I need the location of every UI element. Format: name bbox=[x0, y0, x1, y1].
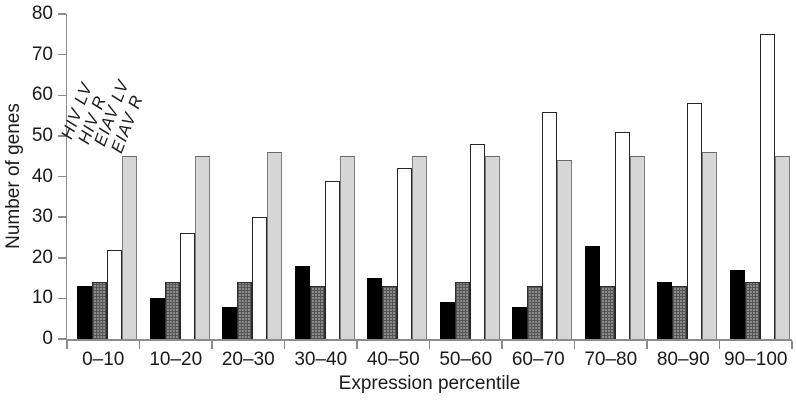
x-tick-label: 90–100 bbox=[724, 349, 788, 370]
bar-eiav-r bbox=[774, 156, 790, 339]
bar-group bbox=[144, 156, 217, 339]
bar-group bbox=[216, 152, 289, 339]
bar-hiv-lv bbox=[367, 278, 383, 339]
y-tick bbox=[57, 216, 66, 218]
bar-group bbox=[724, 34, 796, 339]
bar-eiav-r bbox=[339, 156, 355, 339]
y-tick bbox=[57, 13, 66, 15]
bar-hiv-lv bbox=[294, 265, 310, 339]
y-tick bbox=[57, 175, 66, 178]
x-tick-label: 30–40 bbox=[294, 349, 348, 370]
bar-hiv-lv bbox=[512, 306, 528, 339]
y-tick bbox=[57, 135, 66, 137]
bar-hiv-lv bbox=[657, 282, 673, 339]
bar-eiav-r bbox=[412, 156, 428, 339]
bar-hiv-r bbox=[599, 286, 615, 339]
bar-eiav-r bbox=[267, 152, 283, 339]
x-tick bbox=[66, 340, 68, 349]
bar-eiav-lv bbox=[614, 131, 630, 339]
y-tick bbox=[57, 338, 66, 340]
bar-hiv-lv bbox=[439, 302, 455, 339]
x-tick-label: 70–80 bbox=[584, 349, 638, 370]
y-tick-label: 70 bbox=[31, 43, 53, 65]
bar-hiv-r bbox=[237, 282, 253, 339]
bar-hiv-r bbox=[454, 282, 470, 339]
x-tick bbox=[501, 340, 503, 349]
y-tick bbox=[57, 94, 66, 96]
bar-eiav-lv bbox=[759, 34, 775, 339]
x-tick bbox=[646, 340, 648, 349]
x-tick-label: 50–60 bbox=[439, 349, 493, 370]
bar-eiav-lv bbox=[179, 233, 195, 339]
plot-area: 0 10 20 30 40 50 60 70 80 0–10 10–20 20–30 30–40 40–5… bbox=[32, 4, 793, 370]
bar-eiav-lv bbox=[469, 144, 485, 339]
bar-hiv-r bbox=[309, 286, 325, 339]
bar-eiav-lv bbox=[324, 180, 340, 339]
bar-group bbox=[434, 144, 507, 339]
bar-hiv-lv bbox=[584, 245, 600, 339]
y-axis-line bbox=[65, 14, 67, 341]
bar-group bbox=[579, 131, 652, 339]
x-tick-label: 0–10 bbox=[82, 349, 125, 370]
x-tick-label: 60–70 bbox=[511, 349, 565, 370]
bar-hiv-r bbox=[92, 282, 108, 339]
x-tick bbox=[718, 340, 721, 349]
bar-eiav-lv bbox=[252, 217, 268, 339]
bar-hiv-lv bbox=[149, 298, 165, 339]
bar-hiv-r bbox=[527, 286, 543, 339]
y-tick-label: 40 bbox=[31, 165, 53, 187]
bar-hiv-r bbox=[672, 286, 688, 339]
bar-eiav-r bbox=[122, 156, 138, 339]
y-tick bbox=[57, 257, 66, 259]
bar-eiav-lv bbox=[397, 168, 413, 339]
y-tick-label: 60 bbox=[31, 84, 53, 106]
bar-group bbox=[289, 156, 362, 339]
x-tick bbox=[356, 340, 358, 349]
y-tick-label: 0 bbox=[42, 328, 53, 349]
bar-group bbox=[506, 111, 579, 339]
bar-eiav-r bbox=[557, 160, 573, 339]
bar-group bbox=[651, 103, 724, 339]
bar-eiav-r bbox=[629, 156, 645, 339]
x-tick bbox=[428, 340, 431, 349]
bar-hiv-r bbox=[164, 282, 180, 339]
x-axis-line bbox=[65, 339, 792, 341]
bar-eiav-r bbox=[702, 152, 718, 339]
bar-hiv-lv bbox=[77, 286, 93, 339]
bar-eiav-lv bbox=[542, 111, 558, 339]
y-axis-title: Number of genes bbox=[3, 103, 24, 249]
y-tick-label: 10 bbox=[31, 287, 53, 309]
y-tick-label: 80 bbox=[31, 3, 53, 24]
bar-hiv-lv bbox=[729, 269, 745, 339]
y-tick-label: 20 bbox=[31, 246, 53, 268]
x-tick bbox=[283, 340, 286, 349]
x-axis-title: Expression percentile bbox=[338, 373, 521, 394]
bar-hiv-lv bbox=[222, 306, 238, 339]
bar-hiv-r bbox=[382, 286, 398, 339]
y-tick bbox=[57, 53, 66, 56]
bar-group bbox=[71, 156, 144, 339]
x-tick-label: 10–20 bbox=[149, 349, 203, 370]
x-tick-label: 40–50 bbox=[366, 349, 420, 370]
x-tick bbox=[791, 340, 793, 349]
bar-eiav-r bbox=[484, 156, 500, 339]
bar-eiav-lv bbox=[107, 249, 123, 339]
y-tick-label: 50 bbox=[31, 124, 53, 146]
y-tick-label: 30 bbox=[31, 206, 53, 228]
bar-eiav-r bbox=[194, 156, 210, 339]
y-tick bbox=[57, 297, 66, 300]
x-tick-label: 20–30 bbox=[221, 349, 275, 370]
bar-hiv-r bbox=[744, 282, 760, 339]
x-tick bbox=[211, 340, 213, 349]
bar-eiav-lv bbox=[687, 103, 703, 339]
x-tick-label: 80–90 bbox=[656, 349, 710, 370]
bar-group bbox=[361, 156, 434, 339]
x-tick bbox=[573, 340, 576, 349]
x-tick bbox=[138, 340, 141, 349]
